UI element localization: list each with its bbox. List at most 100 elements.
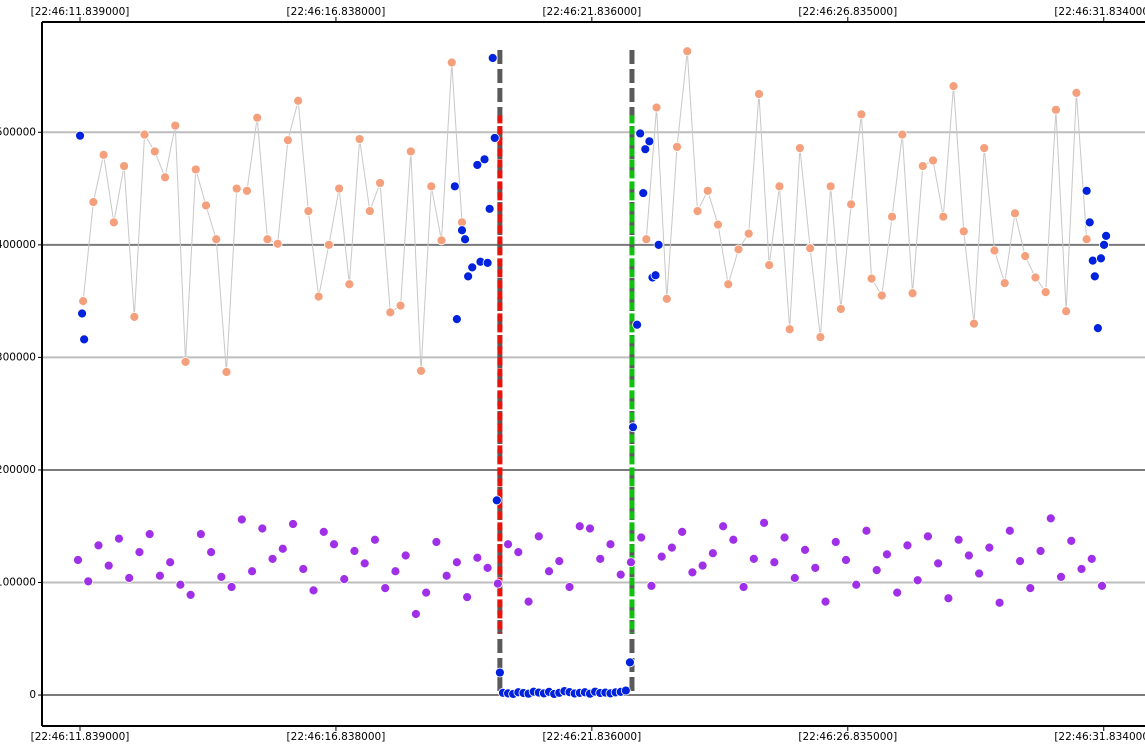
x-tick-label: [22:46:16.838000] (287, 731, 386, 743)
data-point (1081, 185, 1092, 196)
data-point (1096, 253, 1106, 264)
data-point (185, 589, 196, 600)
data-point (784, 324, 795, 335)
data-point (303, 206, 314, 216)
data-point (723, 279, 734, 290)
data-point (682, 46, 693, 57)
data-point (1071, 88, 1082, 98)
data-point (329, 539, 339, 550)
data-point (201, 200, 211, 211)
data-point (820, 596, 831, 607)
data-point (513, 547, 524, 558)
data-point (718, 521, 729, 532)
data-point (632, 319, 642, 330)
data-point (375, 178, 385, 188)
data-point (605, 539, 616, 550)
data-point (635, 128, 646, 139)
data-point (595, 553, 606, 564)
data-point (288, 519, 298, 529)
data-point (644, 136, 655, 147)
data-point (871, 565, 882, 576)
data-point (759, 517, 769, 528)
data-point (298, 564, 309, 574)
data-point (431, 537, 442, 547)
data-point (93, 540, 104, 551)
data-point (963, 550, 974, 561)
data-point (1101, 230, 1111, 241)
y-tick-label: 400000 (0, 239, 36, 251)
x-tick-label: [22:46:31.834000] (1054, 731, 1145, 743)
data-point (252, 112, 263, 123)
data-point (262, 234, 273, 245)
data-point (1099, 239, 1109, 250)
data-point (390, 566, 401, 577)
data-point (851, 579, 862, 590)
data-point (789, 573, 800, 583)
data-point (421, 587, 432, 598)
data-point (1020, 251, 1031, 262)
data-point (206, 547, 217, 558)
data-point (999, 278, 1010, 289)
data-point (1061, 306, 1072, 317)
data-point (825, 181, 836, 192)
data-point (149, 146, 160, 157)
data-point (523, 596, 534, 607)
data-point (687, 567, 698, 578)
data-point (892, 587, 903, 598)
y-tick-label: 200000 (0, 464, 36, 476)
data-point (129, 311, 140, 322)
data-point (574, 521, 585, 532)
data-point (1076, 564, 1087, 574)
data-point (779, 532, 790, 543)
data-point (544, 566, 554, 577)
data-point (98, 149, 109, 160)
data-point (984, 542, 995, 553)
data-point (626, 557, 636, 568)
data-point (933, 558, 944, 569)
data-point (416, 366, 426, 376)
data-point (636, 532, 647, 543)
data-point (467, 262, 478, 273)
data-point (897, 129, 908, 140)
data-point (912, 575, 923, 586)
data-point (313, 291, 324, 302)
data-point (134, 547, 145, 558)
data-point (989, 245, 1000, 256)
data-point (764, 260, 775, 271)
data-point (1097, 580, 1107, 591)
data-point (489, 133, 500, 143)
data-point (484, 203, 495, 214)
data-point (902, 540, 913, 551)
data-point (411, 609, 421, 619)
data-point (1056, 571, 1066, 582)
data-point (482, 257, 493, 268)
data-point (344, 279, 355, 290)
data-point (667, 542, 677, 553)
data-point (88, 197, 99, 207)
data-point (615, 569, 626, 580)
x-tick-label: [22:46:11.839000] (31, 6, 130, 18)
data-point (119, 161, 129, 171)
data-point (754, 89, 764, 99)
data-point (661, 293, 672, 304)
data-point (221, 367, 232, 377)
data-point (646, 580, 657, 591)
data-point (1051, 104, 1061, 115)
data-point (460, 234, 470, 245)
data-point (79, 334, 90, 345)
data-point (769, 557, 780, 568)
data-point (242, 185, 252, 196)
data-point (1010, 208, 1020, 219)
data-point (426, 181, 437, 192)
data-point (979, 143, 990, 153)
data-point (73, 555, 83, 565)
data-point (774, 181, 785, 192)
plot-area (42, 22, 1145, 726)
data-point (650, 270, 661, 281)
data-point (370, 534, 380, 545)
data-point (733, 244, 744, 255)
data-point (810, 562, 821, 573)
data-point (451, 314, 462, 325)
data-point (180, 357, 191, 367)
data-point (887, 211, 897, 222)
